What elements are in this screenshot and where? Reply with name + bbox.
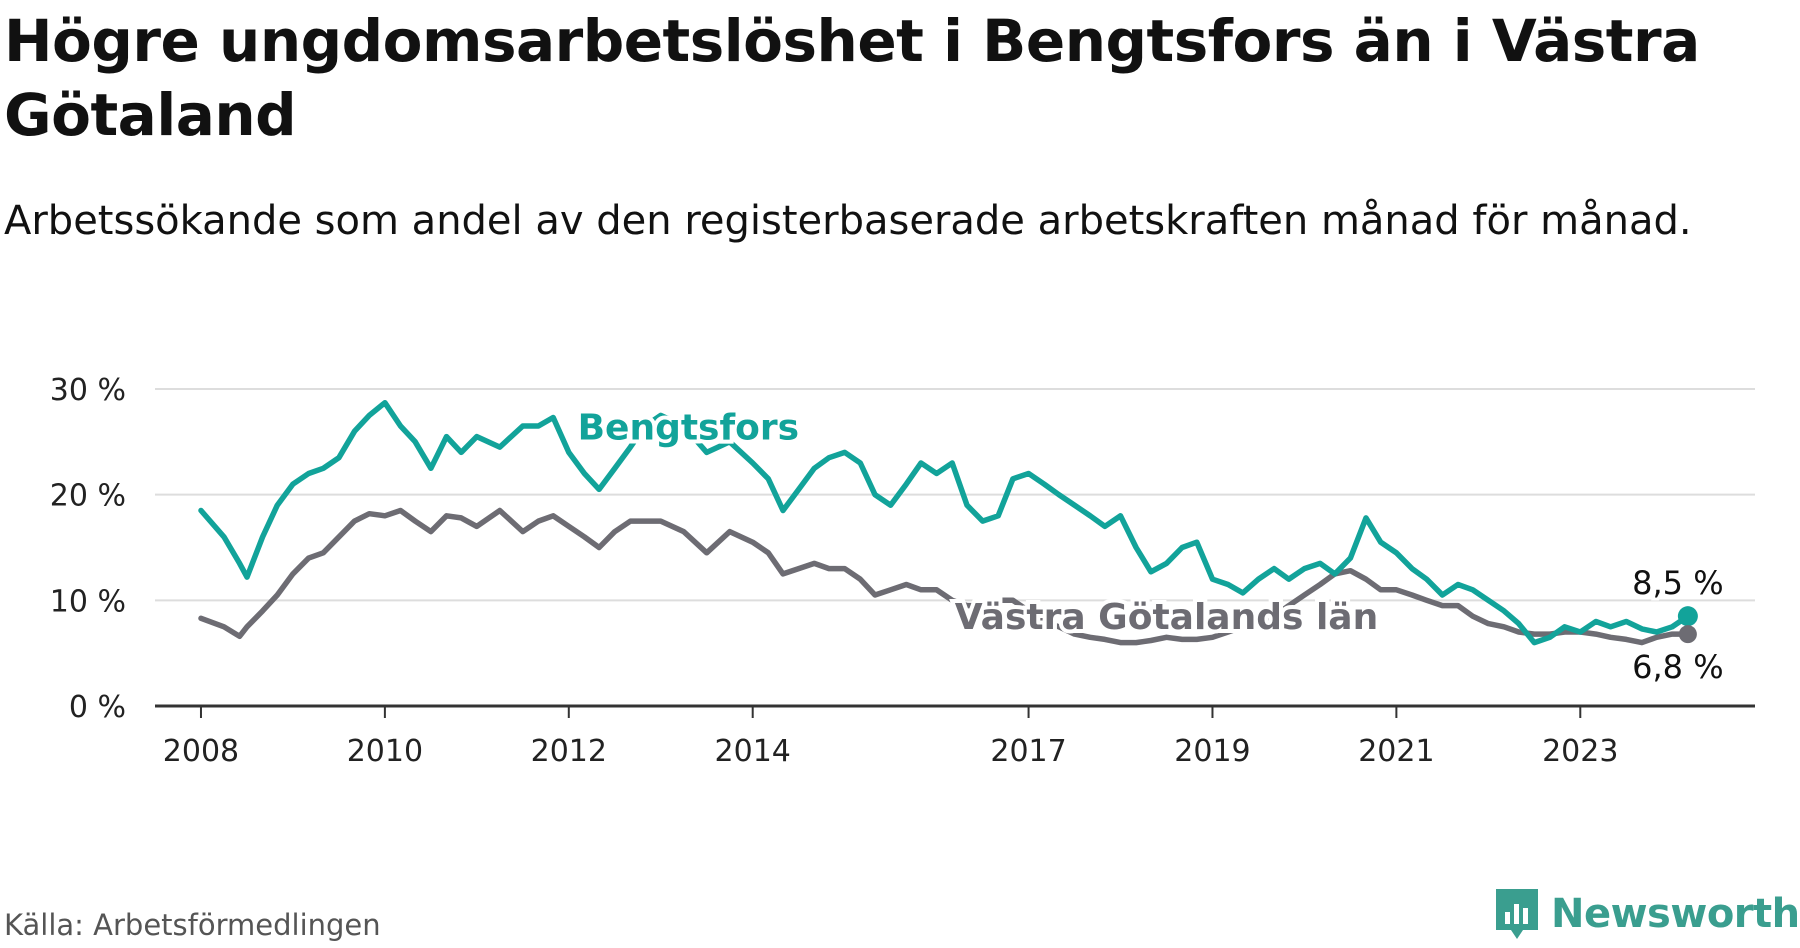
series-lines <box>198 399 1698 646</box>
chart-subtitle: Arbetssökande som andel av den registerb… <box>4 198 1692 244</box>
series-label-vastra-gotaland: Västra Götalands län <box>955 597 1378 638</box>
end-point-bengtsfors <box>1677 606 1698 627</box>
end-value-label-vastra-gotaland: 6,8 % <box>1632 648 1723 686</box>
x-tick-label: 2010 <box>347 734 423 769</box>
y-tick-label: 20 % <box>50 479 126 514</box>
newsworthy-logo-icon <box>1496 889 1538 939</box>
series-label-bengtsfors: Bengtsfors <box>578 408 799 449</box>
end-value-label-bengtsfors: 8,5 % <box>1632 564 1723 602</box>
source-note: Källa: Arbetsförmedlingen <box>4 908 381 942</box>
newsworthy-logo[interactable]: Newsworthy <box>1493 886 1800 942</box>
x-tick-label: 2014 <box>715 734 791 769</box>
x-tick-label: 2017 <box>990 734 1066 769</box>
y-tick-label: 0 % <box>69 690 126 725</box>
chart-title: Högre ungdomsarbetslöshet i Bengtsfors ä… <box>4 7 1700 149</box>
y-tick-label: 30 % <box>50 373 126 408</box>
grid-lines <box>155 388 1755 708</box>
y-tick-label: 10 % <box>50 584 126 619</box>
x-tick-label: 2019 <box>1174 734 1250 769</box>
x-tick-label: 2021 <box>1358 734 1434 769</box>
series-line-bengtsfors <box>198 399 1691 646</box>
logo-text: Newsworthy <box>1551 891 1800 937</box>
x-tick-label: 2023 <box>1542 734 1618 769</box>
series-line-vastra-gotaland <box>198 507 1691 646</box>
x-tick-label: 2012 <box>531 734 607 769</box>
series-labels: 8,5 % 6,8 % Bengtsfors Västra Götalands län <box>574 404 1727 689</box>
x-axis-ticks: 2008 2010 2012 2014 2017 2019 2021 2023 <box>163 706 1618 769</box>
end-point-vastra-gotaland <box>1678 625 1697 644</box>
y-axis-ticks: 0 % 10 % 20 % 30 % <box>50 373 126 725</box>
x-tick-label: 2008 <box>163 734 239 769</box>
